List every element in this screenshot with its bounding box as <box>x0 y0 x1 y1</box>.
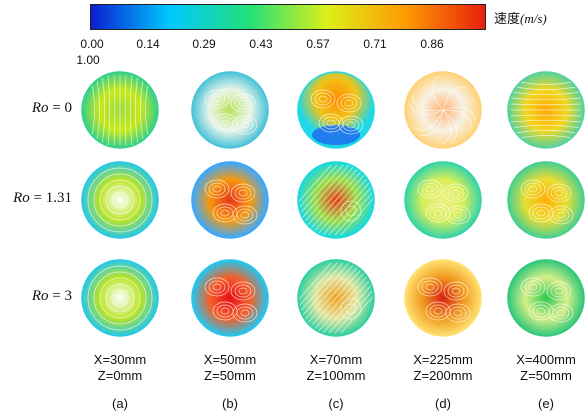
flow-panel <box>295 69 377 151</box>
panel-letter-b: (b) <box>222 396 238 411</box>
flow-panel <box>79 159 161 241</box>
flow-panel <box>295 159 377 241</box>
panel-letter-c: (c) <box>328 396 344 411</box>
colorbar-tick: 0.57 <box>306 37 330 51</box>
colorbar-tick: 0.43 <box>249 37 273 51</box>
colorbar-title: 速度(m/s) <box>494 11 547 26</box>
column-caption-a: X=30mm Z=0mm <box>93 352 147 383</box>
flow-panel <box>79 69 161 151</box>
flow-panel <box>402 159 484 241</box>
colorbar-tick: 0.86 <box>420 37 444 51</box>
row-label-ro-0: Ro = 0 <box>31 100 72 116</box>
flow-panel <box>189 159 271 241</box>
column-caption-d: X=225mm Z=200mm <box>413 352 473 383</box>
flow-panel <box>402 69 484 151</box>
colorbar-max-label: 1.00 <box>76 53 100 67</box>
flow-panel <box>189 69 271 151</box>
colorbar-tick: 0.71 <box>363 37 387 51</box>
row-label-ro-3: Ro = 3 <box>31 288 72 304</box>
colorbar <box>90 4 486 30</box>
column-caption-b: X=50mm Z=50mm <box>203 352 257 383</box>
flow-panel <box>505 69 586 151</box>
flow-panel <box>402 257 484 339</box>
flow-panel <box>189 257 271 339</box>
row-label-ro-1-31: Ro = 1.31 <box>13 190 72 206</box>
flow-panel <box>505 257 586 339</box>
panel-letter-e: (e) <box>538 396 554 411</box>
column-caption-c: X=70mm Z=100mm <box>306 352 366 383</box>
colorbar-tick: 0.29 <box>192 37 216 51</box>
flow-panel <box>505 159 586 241</box>
flow-panel <box>295 257 377 339</box>
panel-letter-a: (a) <box>112 396 128 411</box>
colorbar-tick: 0.14 <box>136 37 160 51</box>
colorbar-tick: 0.00 <box>80 37 104 51</box>
flow-panel <box>79 257 161 339</box>
column-caption-e: X=400mm Z=50mm <box>516 352 576 383</box>
panel-letter-d: (d) <box>435 396 451 411</box>
